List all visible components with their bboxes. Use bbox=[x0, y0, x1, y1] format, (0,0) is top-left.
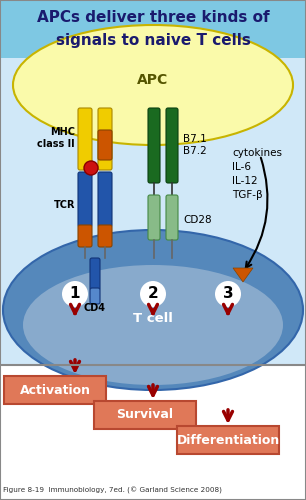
FancyBboxPatch shape bbox=[78, 172, 92, 227]
Text: 2: 2 bbox=[147, 286, 159, 302]
Circle shape bbox=[140, 281, 166, 307]
Circle shape bbox=[84, 161, 98, 175]
FancyBboxPatch shape bbox=[166, 195, 178, 240]
Ellipse shape bbox=[23, 265, 283, 385]
FancyBboxPatch shape bbox=[90, 288, 100, 304]
Text: Differentiation: Differentiation bbox=[176, 434, 280, 446]
Bar bbox=[0, 365, 306, 482]
FancyBboxPatch shape bbox=[148, 195, 160, 240]
Ellipse shape bbox=[13, 25, 293, 145]
Text: MHC
class II: MHC class II bbox=[37, 127, 75, 149]
FancyBboxPatch shape bbox=[166, 108, 178, 183]
Polygon shape bbox=[233, 268, 253, 282]
FancyBboxPatch shape bbox=[98, 108, 112, 170]
Text: Activation: Activation bbox=[20, 384, 91, 396]
Bar bbox=[0, 58, 306, 365]
FancyBboxPatch shape bbox=[78, 225, 92, 247]
FancyBboxPatch shape bbox=[98, 172, 112, 227]
FancyBboxPatch shape bbox=[4, 376, 106, 404]
Text: TCR: TCR bbox=[54, 200, 75, 210]
Circle shape bbox=[215, 281, 241, 307]
Text: 3: 3 bbox=[223, 286, 233, 302]
Bar bbox=[0, 0, 306, 58]
Ellipse shape bbox=[3, 230, 303, 390]
Text: cytokines
IL-6
IL-12
TGF-β: cytokines IL-6 IL-12 TGF-β bbox=[232, 148, 282, 200]
FancyBboxPatch shape bbox=[148, 108, 160, 183]
Text: Figure 8-19  Immunobiology, 7ed. (© Garland Science 2008): Figure 8-19 Immunobiology, 7ed. (© Garla… bbox=[3, 486, 222, 494]
FancyBboxPatch shape bbox=[177, 426, 279, 454]
Text: signals to naive T cells: signals to naive T cells bbox=[56, 32, 250, 48]
FancyBboxPatch shape bbox=[78, 108, 92, 170]
Text: CD28: CD28 bbox=[183, 215, 212, 225]
FancyBboxPatch shape bbox=[98, 130, 112, 160]
Text: CD4: CD4 bbox=[84, 303, 106, 313]
Text: APC: APC bbox=[137, 73, 169, 87]
Text: Survival: Survival bbox=[117, 408, 174, 422]
FancyBboxPatch shape bbox=[94, 401, 196, 429]
FancyBboxPatch shape bbox=[90, 258, 100, 290]
FancyBboxPatch shape bbox=[98, 225, 112, 247]
Circle shape bbox=[62, 281, 88, 307]
Text: T cell: T cell bbox=[133, 312, 173, 324]
Text: B7.1
B7.2: B7.1 B7.2 bbox=[183, 134, 207, 156]
Text: 1: 1 bbox=[70, 286, 80, 302]
Text: APCs deliver three kinds of: APCs deliver three kinds of bbox=[37, 10, 269, 26]
